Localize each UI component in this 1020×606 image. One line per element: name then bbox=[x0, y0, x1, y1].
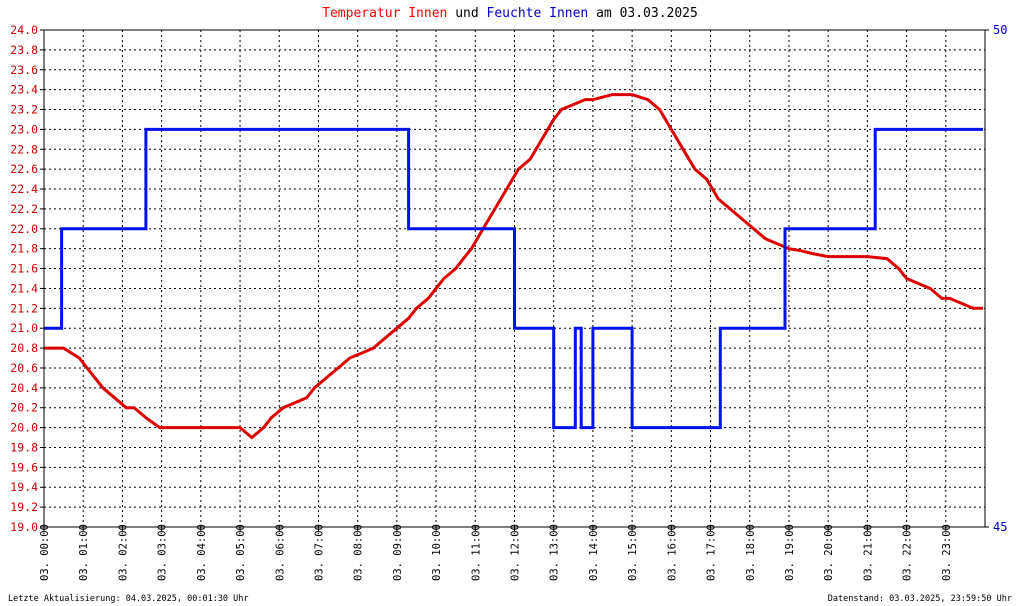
left-y-tick-label: 22.2 bbox=[10, 202, 38, 216]
x-tick-label: 03. 20:00 bbox=[823, 524, 835, 581]
x-tick-label: 03. 06:00 bbox=[274, 524, 286, 581]
left-y-tick-label: 21.6 bbox=[10, 262, 38, 276]
footer-data-status: Datenstand: 03.03.2025, 23:59:50 Uhr bbox=[828, 594, 1012, 604]
x-tick-label: 03. 04:00 bbox=[196, 524, 208, 581]
left-y-tick-label: 23.8 bbox=[10, 43, 38, 57]
left-y-tick-label: 24.0 bbox=[10, 23, 38, 37]
title-date-label: am 03.03.2025 bbox=[588, 6, 698, 21]
left-y-tick-label: 21.0 bbox=[10, 321, 38, 335]
left-y-tick-label: 23.4 bbox=[10, 83, 38, 97]
x-tick-label: 03. 03:00 bbox=[157, 524, 169, 581]
x-tick-label: 03. 16:00 bbox=[666, 524, 678, 581]
title-temperature-label: Temperatur Innen bbox=[322, 6, 447, 21]
left-y-axis: 19.0 19.2 19.4 19.6 19.8 20.0 20.2 20.4 20.6 20.8… bbox=[10, 23, 44, 534]
x-tick-label: 03. 22:00 bbox=[902, 524, 914, 581]
left-y-tick-label: 22.0 bbox=[10, 222, 38, 236]
footer-last-update: Letzte Aktualisierung: 04.03.2025, 00:01… bbox=[8, 594, 249, 604]
series bbox=[44, 93, 983, 440]
x-axis: 03. 00:00 03. 01:00 03. 02:00 03. 03:00 03. … bbox=[39, 524, 953, 581]
left-y-tick-label: 20.0 bbox=[10, 421, 38, 435]
left-y-tick-label: 20.8 bbox=[10, 341, 38, 355]
x-tick-label: 03. 19:00 bbox=[784, 524, 796, 581]
left-y-tick-label: 19.2 bbox=[10, 500, 38, 514]
humidity-series-line bbox=[44, 127, 983, 430]
x-tick-label: 03. 08:00 bbox=[353, 524, 365, 581]
x-tick-label: 03. 15:00 bbox=[627, 524, 639, 581]
left-y-tick-label: 21.4 bbox=[10, 281, 38, 295]
x-tick-label: 03. 14:00 bbox=[588, 524, 600, 581]
chart-title: Temperatur Innen und Feuchte Innen am 03… bbox=[322, 6, 698, 21]
x-tick-label: 03. 02:00 bbox=[117, 524, 129, 581]
x-tick-label: 03. 21:00 bbox=[862, 524, 874, 581]
left-y-tick-label: 20.6 bbox=[10, 361, 38, 375]
x-tick-label: 03. 05:00 bbox=[235, 524, 247, 581]
x-tick-label: 03. 09:00 bbox=[392, 524, 404, 581]
x-tick-label: 03. 07:00 bbox=[313, 524, 325, 581]
left-y-tick-label: 22.4 bbox=[10, 182, 38, 196]
x-tick-label: 03. 12:00 bbox=[510, 524, 522, 581]
title-and-label: und bbox=[447, 6, 486, 21]
left-y-tick-label: 19.4 bbox=[10, 480, 38, 494]
left-y-tick-label: 23.0 bbox=[10, 122, 38, 136]
x-tick-label: 03. 17:00 bbox=[706, 524, 718, 581]
left-y-tick-label: 19.6 bbox=[10, 460, 38, 474]
right-y-tick-label: 45 bbox=[993, 520, 1007, 534]
x-tick-label: 03. 23:00 bbox=[941, 524, 953, 581]
left-y-tick-label: 23.2 bbox=[10, 103, 38, 117]
x-tick-label: 03. 00:00 bbox=[39, 524, 51, 581]
left-y-tick-label: 19.8 bbox=[10, 440, 38, 454]
left-y-tick-label: 20.2 bbox=[10, 401, 38, 415]
x-tick-label: 03. 10:00 bbox=[431, 524, 443, 581]
x-tick-label: 03. 13:00 bbox=[549, 524, 561, 581]
left-y-tick-label: 21.2 bbox=[10, 301, 38, 315]
x-tick-label: 03. 01:00 bbox=[78, 524, 90, 581]
left-y-tick-label: 21.8 bbox=[10, 242, 38, 256]
title-humidity-label: Feuchte Innen bbox=[487, 6, 589, 21]
left-y-tick-label: 23.6 bbox=[10, 63, 38, 77]
left-y-tick-label: 22.6 bbox=[10, 162, 38, 176]
left-y-tick-label: 19.0 bbox=[10, 520, 38, 534]
right-y-tick-label: 50 bbox=[993, 23, 1007, 37]
left-y-tick-label: 22.8 bbox=[10, 142, 38, 156]
temperature-series-line bbox=[44, 93, 983, 440]
right-y-axis: 45 50 bbox=[985, 23, 1007, 534]
x-tick-label: 03. 11:00 bbox=[470, 524, 482, 581]
x-tick-label: 03. 18:00 bbox=[745, 524, 757, 581]
left-y-tick-label: 20.4 bbox=[10, 381, 38, 395]
